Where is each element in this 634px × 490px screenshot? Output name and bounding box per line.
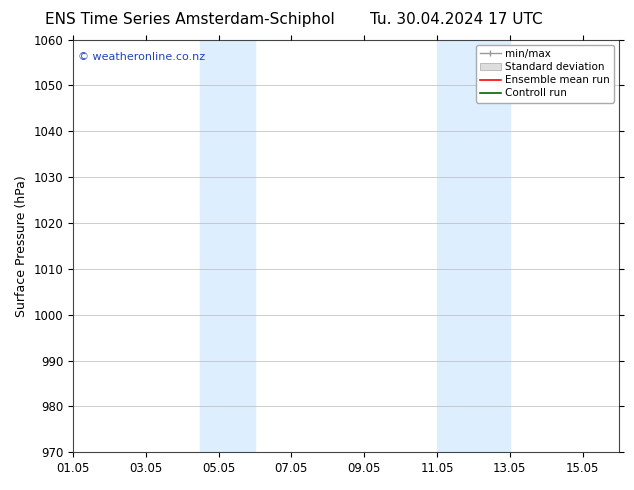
- Bar: [437, 40, 510, 452]
- Text: Tu. 30.04.2024 17 UTC: Tu. 30.04.2024 17 UTC: [370, 12, 543, 27]
- Text: © weatheronline.co.nz: © weatheronline.co.nz: [79, 52, 205, 62]
- Y-axis label: Surface Pressure (hPa): Surface Pressure (hPa): [15, 175, 28, 317]
- Legend: min/max, Standard deviation, Ensemble mean run, Controll run: min/max, Standard deviation, Ensemble me…: [476, 45, 614, 102]
- Bar: [200, 40, 255, 452]
- Text: ENS Time Series Amsterdam-Schiphol: ENS Time Series Amsterdam-Schiphol: [45, 12, 335, 27]
